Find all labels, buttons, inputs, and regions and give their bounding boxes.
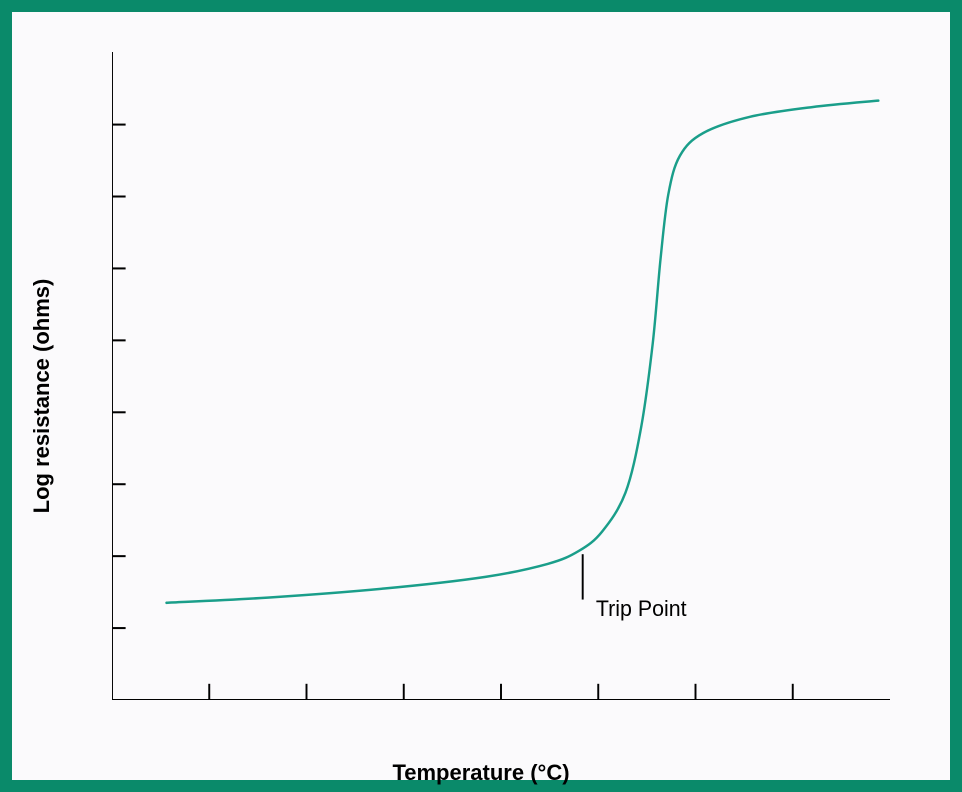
resistance-curve: [166, 101, 878, 603]
outer-frame: Log resistance (ohms) Trip Point Tempera…: [0, 0, 962, 792]
chart-container: Log resistance (ohms) Trip Point Tempera…: [52, 42, 910, 750]
trip-point-label: Trip Point: [596, 595, 687, 620]
y-axis-label: Log resistance (ohms): [29, 279, 55, 514]
x-axis-label: Temperature (°C): [392, 760, 569, 786]
plot-area: Trip Point: [112, 52, 890, 700]
